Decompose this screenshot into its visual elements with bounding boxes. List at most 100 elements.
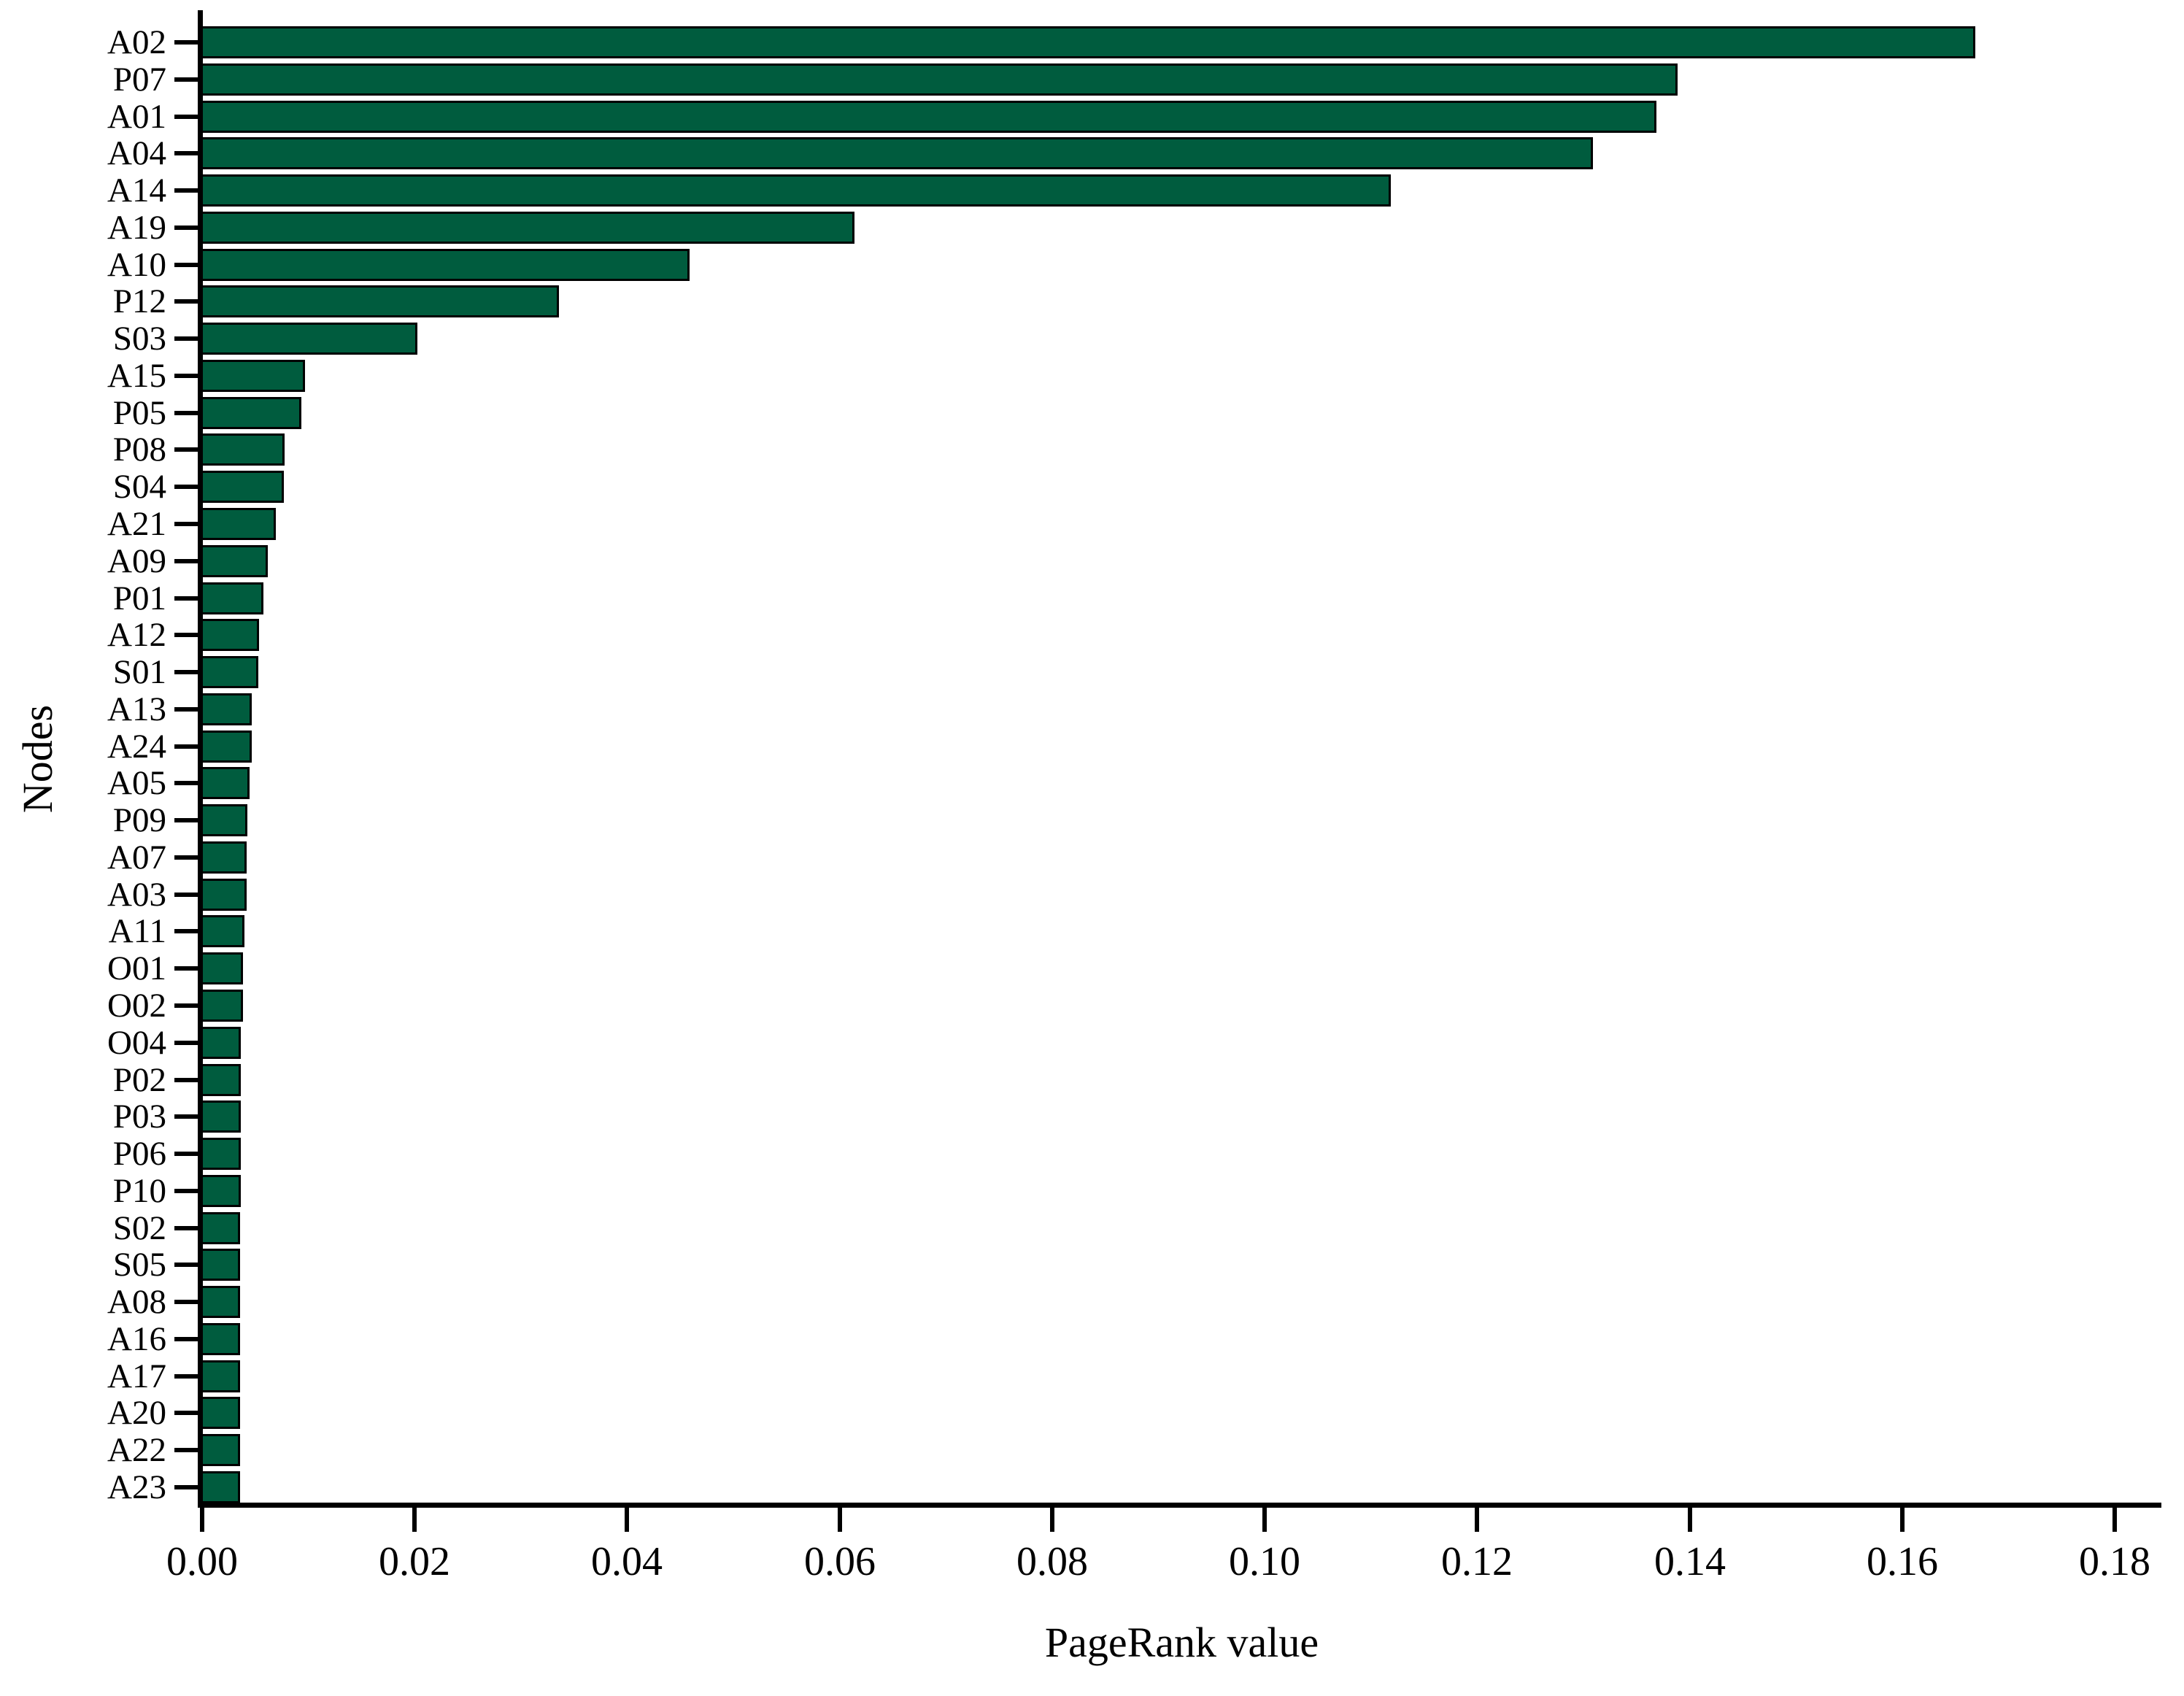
bar — [201, 990, 243, 1022]
x-tick — [1900, 1507, 1905, 1532]
x-tick — [200, 1507, 204, 1532]
y-tick — [174, 744, 201, 749]
y-tick — [174, 151, 201, 155]
y-tick — [174, 596, 201, 601]
y-tick — [174, 855, 201, 860]
y-tick-label: S03 — [112, 320, 166, 358]
bar — [201, 137, 1593, 169]
y-tick-label: P05 — [112, 394, 166, 432]
y-tick-label: A03 — [107, 876, 166, 914]
y-tick — [174, 781, 201, 785]
y-tick-label: A12 — [107, 616, 166, 654]
y-tick-label: P06 — [112, 1135, 166, 1173]
y-tick-label: P02 — [112, 1061, 166, 1099]
bar — [201, 879, 247, 911]
y-tick-label: O04 — [107, 1024, 166, 1062]
bar — [201, 1138, 241, 1170]
bar — [201, 1286, 240, 1318]
y-tick-label: P08 — [112, 431, 166, 469]
bar — [201, 1471, 240, 1503]
x-tick — [1688, 1507, 1692, 1532]
bar — [201, 1175, 241, 1207]
x-tick — [412, 1507, 417, 1532]
y-tick — [174, 115, 201, 119]
bar — [201, 323, 417, 355]
y-tick-label: A15 — [107, 357, 166, 395]
y-tick — [174, 1300, 201, 1304]
y-tick — [174, 336, 201, 341]
y-tick-label: A20 — [107, 1394, 166, 1432]
bar — [201, 545, 268, 577]
y-tick-label: P09 — [112, 801, 166, 839]
y-tick-label: A21 — [107, 505, 166, 543]
y-tick — [174, 447, 201, 452]
x-tick-label: 0.18 — [2079, 1539, 2150, 1584]
x-tick-label: 0.00 — [166, 1539, 238, 1584]
bar — [201, 63, 1678, 96]
y-tick-label: P07 — [112, 61, 166, 99]
bar — [201, 508, 276, 540]
x-axis-title: PageRank value — [1044, 1619, 1319, 1666]
y-tick — [174, 1041, 201, 1045]
x-tick-label: 0.12 — [1441, 1539, 1513, 1584]
bar — [201, 804, 247, 836]
y-tick-label: A01 — [107, 98, 166, 136]
y-tick-label: A23 — [107, 1468, 166, 1506]
y-tick-label: P03 — [112, 1098, 166, 1136]
y-tick — [174, 1114, 201, 1119]
y-tick-label: A07 — [107, 839, 166, 876]
y-tick-label: A19 — [107, 209, 166, 247]
y-tick-label: A22 — [107, 1431, 166, 1469]
bar — [201, 1434, 240, 1466]
y-tick — [174, 1448, 201, 1452]
x-axis-spine — [198, 1503, 2161, 1508]
x-tick-label: 0.02 — [379, 1539, 450, 1584]
y-tick — [174, 559, 201, 563]
bar — [201, 249, 690, 281]
x-tick-label: 0.10 — [1229, 1539, 1300, 1584]
bar — [201, 360, 305, 392]
y-tick — [174, 1003, 201, 1008]
bar — [201, 1397, 240, 1429]
x-tick-label: 0.16 — [1867, 1539, 1938, 1584]
y-tick-label: O02 — [107, 987, 166, 1025]
bar — [201, 1249, 240, 1281]
y-tick — [174, 522, 201, 526]
bar — [201, 1101, 241, 1133]
y-tick-label: O01 — [107, 949, 166, 987]
y-tick — [174, 1152, 201, 1156]
y-tick-label: A16 — [107, 1320, 166, 1358]
y-tick — [174, 670, 201, 674]
y-tick-label: A11 — [108, 912, 166, 950]
y-axis-title: Nodes — [14, 704, 61, 814]
x-tick-label: 0.08 — [1016, 1539, 1088, 1584]
bar — [201, 582, 263, 614]
bar — [201, 285, 559, 317]
y-tick-label: A14 — [107, 171, 166, 209]
bar — [201, 693, 252, 725]
y-tick-label: A13 — [107, 690, 166, 728]
y-tick — [174, 929, 201, 933]
bar — [201, 1360, 240, 1392]
y-tick-label: A05 — [107, 764, 166, 802]
x-tick — [2112, 1507, 2117, 1532]
y-tick-label: S05 — [112, 1246, 166, 1284]
y-tick — [174, 893, 201, 897]
y-tick — [174, 1189, 201, 1193]
x-tick-label: 0.14 — [1654, 1539, 1726, 1584]
y-tick — [174, 299, 201, 304]
y-tick-label: S01 — [112, 653, 166, 691]
bar — [201, 767, 250, 799]
bar — [201, 1323, 240, 1355]
y-tick-label: P12 — [112, 282, 166, 320]
y-tick — [174, 226, 201, 230]
x-tick — [625, 1507, 629, 1532]
bar — [201, 397, 301, 429]
y-tick — [174, 1337, 201, 1341]
bar — [201, 1027, 241, 1059]
y-tick — [174, 374, 201, 378]
y-tick-label: S04 — [112, 468, 166, 506]
x-tick — [1050, 1507, 1054, 1532]
y-tick — [174, 485, 201, 489]
